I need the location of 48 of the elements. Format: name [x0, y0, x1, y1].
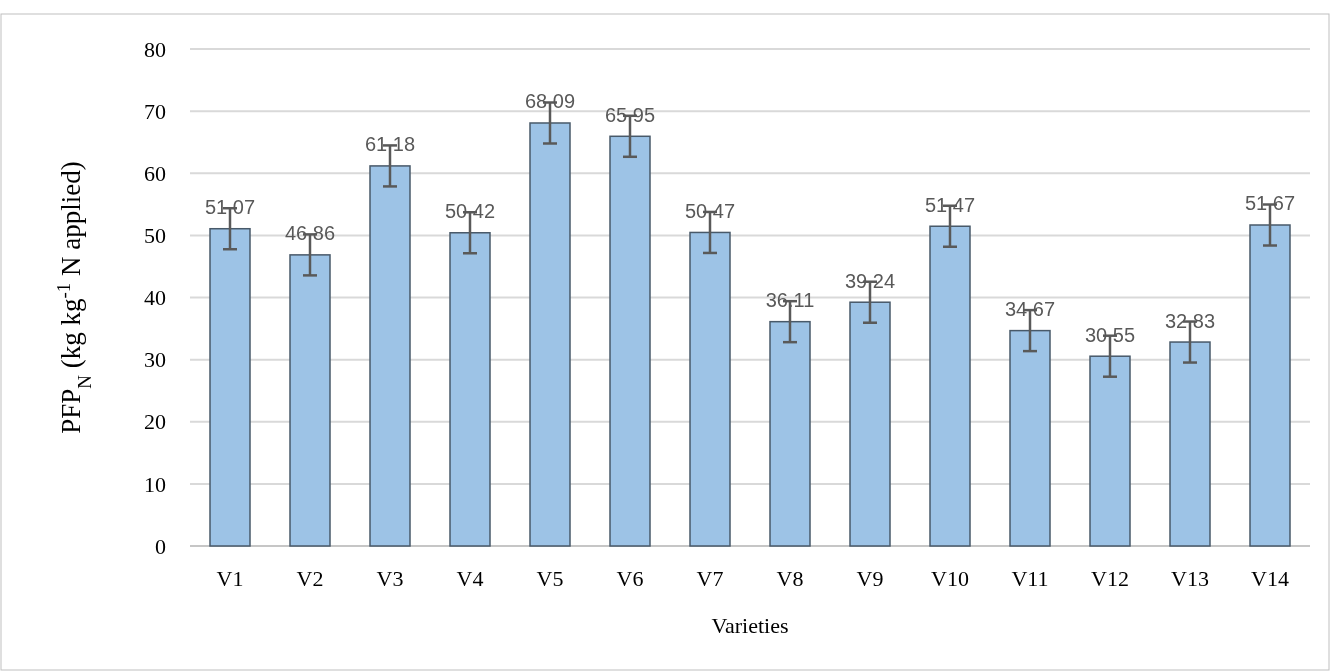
x-tick-label: V9 [856, 566, 884, 591]
bar [369, 165, 411, 547]
x-tick-label: V14 [1251, 566, 1289, 591]
data-label: 46.86 [284, 222, 336, 245]
y-tick-label: 30 [144, 347, 166, 373]
x-tick-label: V10 [931, 566, 969, 591]
x-tick-label: V13 [1171, 566, 1209, 591]
y-tick-label: 20 [144, 409, 166, 435]
bar [1249, 224, 1291, 547]
bar [449, 232, 491, 547]
bar [1009, 329, 1051, 547]
data-label: 51.67 [1244, 192, 1296, 215]
data-label: 36.11 [765, 289, 815, 312]
x-axis-title: Varieties [711, 613, 789, 638]
bar [529, 122, 571, 547]
x-tick-label: V4 [456, 566, 484, 591]
bar [209, 227, 251, 547]
y-tick-label: 70 [144, 98, 166, 124]
x-tick-label: V6 [616, 566, 644, 591]
y-tick-label: 40 [144, 285, 166, 311]
x-tick-label: V3 [376, 566, 404, 591]
y-tick-label: 60 [144, 160, 166, 186]
x-tick-label: V7 [696, 566, 724, 591]
bar [1169, 341, 1211, 547]
bar [1089, 355, 1131, 547]
bar [769, 320, 811, 547]
bar [929, 225, 971, 547]
x-tick-label: V11 [1011, 566, 1049, 591]
y-tick-label: 0 [155, 533, 166, 559]
data-label: 51.47 [924, 193, 976, 216]
bar [689, 231, 731, 547]
bar [609, 135, 651, 547]
x-tick-label: V5 [536, 566, 564, 591]
data-label: 39.24 [844, 269, 896, 292]
data-label: 61.18 [364, 133, 416, 156]
x-tick-label: V12 [1091, 566, 1129, 591]
data-label: 30.55 [1084, 323, 1136, 346]
x-tick-label: V1 [216, 566, 244, 591]
y-tick-label: 10 [144, 471, 166, 497]
y-tick-label: 50 [144, 223, 166, 249]
x-tick-label: V2 [296, 566, 324, 591]
bar [849, 301, 891, 547]
y-tick-label: 80 [144, 36, 166, 62]
bar [289, 254, 331, 547]
x-tick-label: V8 [776, 566, 804, 591]
data-label: 51.07 [204, 196, 256, 219]
data-label: 68.09 [524, 90, 576, 113]
data-label: 32.83 [1164, 309, 1216, 332]
